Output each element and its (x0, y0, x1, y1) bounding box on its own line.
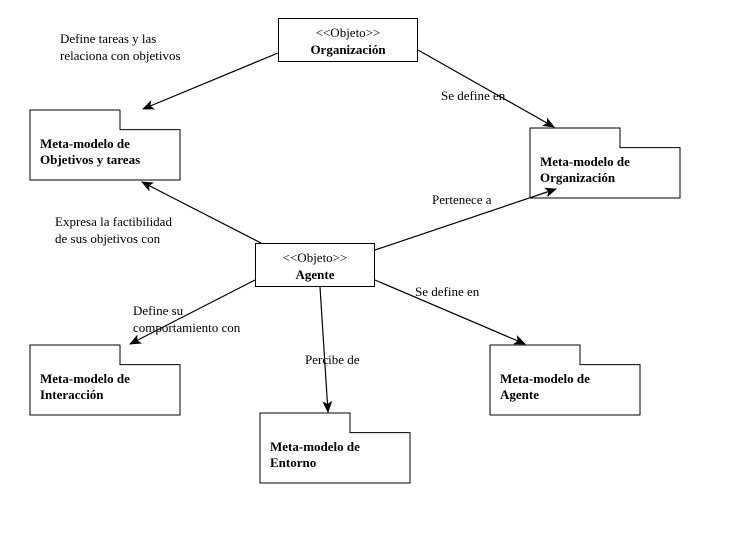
node-meta-objetivos-tareas: Meta-modelo de Objetivos y tareas (40, 136, 174, 170)
node-meta-organizacion: Meta-modelo de Organización (540, 154, 674, 188)
node-meta-agente: Meta-modelo de Agente (500, 371, 634, 405)
node-meta-entorno: Meta-modelo de Entorno (270, 439, 404, 473)
edge-label-expresa-factibilidad: Expresa la factibilidadde sus objetivos … (55, 214, 172, 248)
edge-label-se-define-en-agente: Se define en (415, 284, 479, 301)
edge-label-percibe-de: Percibe de (305, 352, 360, 369)
node-meta-interaccion: Meta-modelo de Interacción (40, 371, 174, 405)
edge-label-se-define-en-org: Se define en (441, 88, 505, 105)
node-agente: <<Objeto>> Agente (255, 243, 375, 287)
edge-label-define-comportamiento: Define sucomportamiento con (133, 303, 240, 337)
node-name: Agente (266, 267, 364, 284)
stereotype: <<Objeto>> (266, 250, 364, 267)
node-name: Organización (289, 42, 407, 59)
node-organizacion: <<Objeto>> Organización (278, 18, 418, 62)
edge-label-define-tareas: Define tareas y lasrelaciona con objetiv… (60, 31, 181, 65)
edge-label-pertenece-a: Pertenece a (432, 192, 492, 209)
stereotype: <<Objeto>> (289, 25, 407, 42)
